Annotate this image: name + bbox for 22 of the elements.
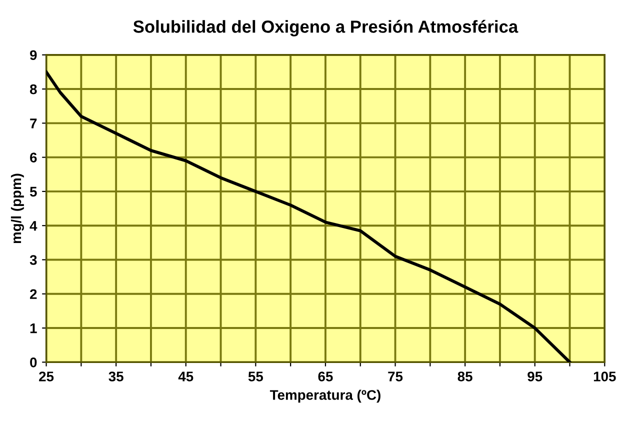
y-tick-label: 4 [30,221,38,231]
y-axis-title: mg/l (ppm) [10,174,24,244]
x-tick-label: 95 [528,372,542,382]
x-tick-label: 55 [248,372,264,382]
x-tick-label: 85 [458,372,472,382]
x-tick-label: 105 [594,372,616,382]
x-tick-label: 75 [388,372,403,382]
y-tick-label: 0 [30,358,37,368]
x-axis-title: Temperatura (ºC) [270,390,380,403]
x-tick-label: 65 [318,372,333,382]
y-tick-label: 5 [30,186,37,197]
y-tick-label: 7 [30,118,37,128]
y-tick-label: 8 [30,84,37,94]
chart-title: Solubilidad del Oxigeno a Presión Atmosférica [133,20,518,36]
y-tick-label: 3 [30,255,37,265]
x-tick-label: 45 [178,372,194,382]
x-tick-label: 35 [108,372,124,382]
y-tick-label: 1 [30,324,37,334]
y-tick-label: 2 [30,289,37,299]
x-tick-label: 25 [39,372,54,382]
y-tick-label: 6 [30,152,37,162]
y-tick-label: 9 [30,50,37,60]
